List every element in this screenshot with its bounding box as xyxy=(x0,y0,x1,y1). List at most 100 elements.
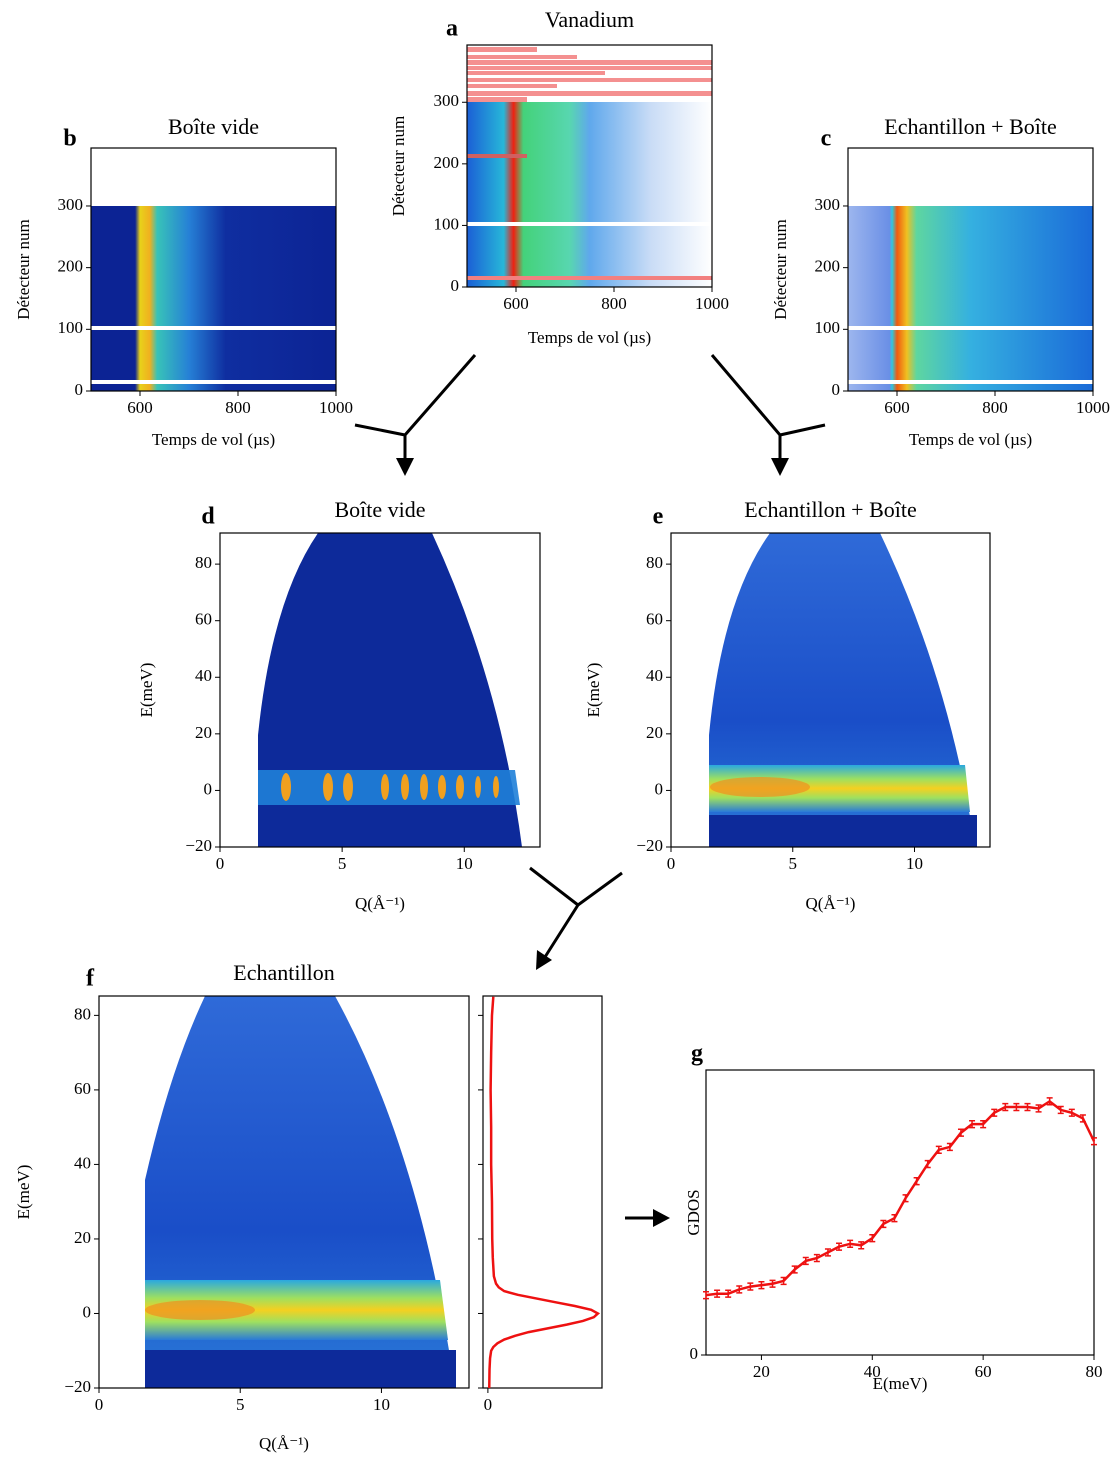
x-tick-label: 1000 xyxy=(1076,398,1110,417)
plot-frame xyxy=(466,44,713,288)
x-tick-label: 10 xyxy=(373,1395,390,1414)
heatmap-image xyxy=(145,996,456,1388)
x-tick-label: 800 xyxy=(601,294,627,313)
profile-line xyxy=(487,996,601,1389)
error-bar xyxy=(1035,1104,1042,1113)
plot-frame xyxy=(705,1069,1095,1356)
y-tick-label: 0 xyxy=(204,779,213,798)
x-tick-label: 10 xyxy=(906,854,923,873)
y-tick-label: 200 xyxy=(434,153,460,172)
y-tick-label: 300 xyxy=(58,195,84,214)
y-tick-label: 100 xyxy=(815,318,841,337)
error-bar xyxy=(924,1159,931,1169)
panel-letter: g xyxy=(691,1041,703,1067)
error-bar xyxy=(913,1176,920,1186)
y-tick-label: 0 xyxy=(83,1302,92,1321)
error-bar xyxy=(836,1242,843,1251)
error-bar xyxy=(891,1214,898,1223)
error-bar xyxy=(747,1282,754,1291)
y-tick-label: 40 xyxy=(74,1153,91,1172)
x-tick-label: 20 xyxy=(753,1362,770,1381)
y-tick-label: −20 xyxy=(64,1377,91,1396)
x-tick-label: 600 xyxy=(503,294,529,313)
plot-frame xyxy=(98,995,470,1389)
error-bar xyxy=(980,1119,987,1129)
x-tick-label: 40 xyxy=(864,1362,881,1381)
y-tick-label: 0 xyxy=(451,276,460,295)
plot-frame xyxy=(90,147,337,392)
error-bar xyxy=(880,1219,887,1229)
chart-title: Boîte vide xyxy=(168,114,259,139)
x-tick-label: 10 xyxy=(456,854,473,873)
error-bar xyxy=(1057,1105,1064,1115)
error-bar xyxy=(935,1145,942,1154)
x-tick-label: 0 xyxy=(216,854,225,873)
y-tick-label: 0 xyxy=(75,380,84,399)
y-axis-label: GDOS xyxy=(684,1189,703,1235)
plot-frame xyxy=(219,532,541,848)
error-bar xyxy=(969,1119,976,1129)
x-tick-label: 600 xyxy=(884,398,910,417)
y-axis-label: E(meV) xyxy=(14,1165,33,1220)
y-tick-label: 20 xyxy=(195,723,212,742)
y-tick-label: 200 xyxy=(815,257,841,276)
y-axis-label: E(meV) xyxy=(584,663,603,718)
y-tick-label: 0 xyxy=(690,1344,699,1363)
plot-frame xyxy=(847,147,1094,392)
y-tick-label: 40 xyxy=(195,666,212,685)
y-tick-label: 0 xyxy=(832,380,841,399)
x-axis-label: Temps de vol (µs) xyxy=(528,328,651,347)
x-tick-label: 0 xyxy=(95,1395,104,1414)
x-tick-label: 0 xyxy=(484,1395,493,1414)
y-tick-label: 200 xyxy=(58,257,84,276)
y-tick-label: 40 xyxy=(646,666,663,685)
y-tick-label: −20 xyxy=(636,836,663,855)
chart-title: Boîte vide xyxy=(334,497,425,522)
error-bar xyxy=(1079,1114,1086,1123)
heatmap-image xyxy=(709,533,977,847)
y-tick-label: 20 xyxy=(74,1228,91,1247)
error-bar xyxy=(703,1290,709,1300)
heatmap-image xyxy=(848,206,1093,391)
x-axis-label: Q(Å⁻¹) xyxy=(355,894,405,913)
heatmap-image xyxy=(258,533,522,847)
error-bar xyxy=(714,1289,721,1298)
x-tick-label: 5 xyxy=(338,854,347,873)
error-bar xyxy=(902,1194,909,1203)
x-axis-label: Q(Å⁻¹) xyxy=(806,894,856,913)
x-axis-label: Temps de vol (µs) xyxy=(909,430,1032,449)
y-axis-label: Détecteur num xyxy=(389,116,408,217)
error-bar xyxy=(847,1239,854,1249)
chart-title: Echantillon xyxy=(233,960,334,985)
error-bar xyxy=(725,1289,732,1298)
x-axis-label: E(meV) xyxy=(873,1374,928,1393)
chart-title: Echantillon + Boîte xyxy=(744,497,917,522)
chart-title: Vanadium xyxy=(545,7,634,32)
panel-letter: b xyxy=(63,126,76,152)
y-axis-label: Détecteur num xyxy=(771,219,790,320)
heatmap-image xyxy=(91,206,336,391)
error-bar xyxy=(957,1128,964,1137)
panel-letter: e xyxy=(653,504,664,530)
error-bar xyxy=(869,1233,876,1243)
error-bar xyxy=(1091,1137,1097,1146)
panel-letter: f xyxy=(86,966,95,992)
error-bar xyxy=(1024,1102,1031,1112)
x-tick-label: 800 xyxy=(982,398,1008,417)
y-axis-label: E(meV) xyxy=(137,663,156,718)
y-tick-label: 80 xyxy=(195,553,212,572)
error-bar xyxy=(946,1142,953,1152)
y-tick-label: 60 xyxy=(74,1079,91,1098)
panel-letter: c xyxy=(821,126,832,152)
x-tick-label: 1000 xyxy=(695,294,729,313)
x-tick-label: 80 xyxy=(1086,1362,1103,1381)
x-axis-label: Temps de vol (µs) xyxy=(152,430,275,449)
plot-frame xyxy=(670,532,991,848)
y-tick-label: −20 xyxy=(185,836,212,855)
y-tick-label: 80 xyxy=(646,553,663,572)
error-bar xyxy=(736,1285,743,1294)
gdos-line xyxy=(705,1099,1096,1297)
flow-arrows xyxy=(354,354,826,1227)
y-tick-label: 300 xyxy=(434,91,460,110)
chart-title: Echantillon + Boîte xyxy=(884,114,1057,139)
